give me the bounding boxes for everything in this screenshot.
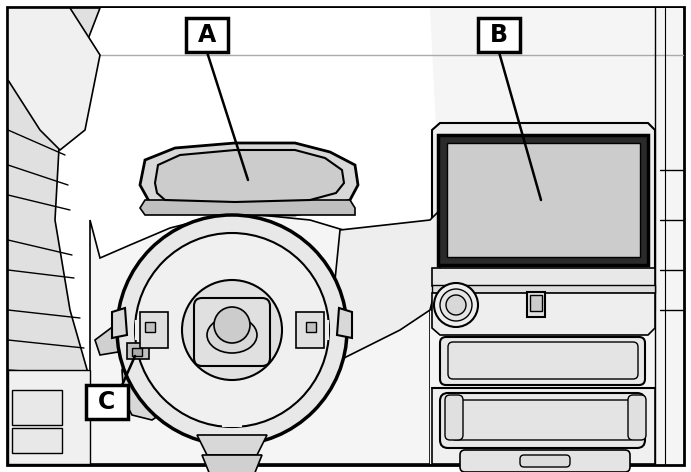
Polygon shape	[282, 320, 329, 340]
Polygon shape	[202, 455, 262, 472]
Bar	[432, 285, 655, 293]
Polygon shape	[432, 388, 655, 464]
FancyBboxPatch shape	[194, 298, 270, 366]
FancyBboxPatch shape	[448, 342, 638, 379]
Polygon shape	[122, 340, 172, 420]
Bar	[12, 390, 62, 425]
Polygon shape	[430, 8, 683, 464]
FancyBboxPatch shape	[628, 395, 646, 440]
Polygon shape	[155, 150, 344, 202]
Polygon shape	[90, 215, 430, 464]
FancyBboxPatch shape	[440, 393, 645, 448]
Polygon shape	[140, 143, 358, 215]
Polygon shape	[330, 210, 440, 360]
Circle shape	[446, 295, 466, 315]
FancyBboxPatch shape	[460, 450, 630, 472]
Bar	[132, 348, 142, 356]
Ellipse shape	[207, 317, 257, 353]
Polygon shape	[8, 8, 100, 150]
Bar	[8, 370, 90, 464]
Text: C: C	[98, 390, 115, 414]
Bar	[530, 295, 542, 311]
Circle shape	[182, 280, 282, 380]
Text: B: B	[490, 23, 508, 47]
Bar	[140, 312, 168, 348]
Polygon shape	[8, 8, 100, 464]
Bar	[306, 322, 316, 332]
Bar	[145, 322, 155, 332]
Bar	[296, 312, 324, 348]
Bar	[12, 428, 62, 453]
Bar	[127, 343, 149, 359]
Circle shape	[440, 289, 472, 321]
Bar	[478, 18, 520, 52]
Text: A: A	[198, 23, 216, 47]
Polygon shape	[222, 380, 242, 427]
Bar	[186, 18, 228, 52]
Bar	[86, 385, 128, 419]
Polygon shape	[432, 123, 655, 310]
Circle shape	[214, 307, 250, 343]
FancyBboxPatch shape	[445, 395, 463, 440]
Polygon shape	[112, 308, 127, 338]
Polygon shape	[95, 325, 135, 355]
FancyBboxPatch shape	[450, 400, 635, 440]
Bar	[438, 135, 648, 265]
FancyBboxPatch shape	[520, 455, 570, 467]
Polygon shape	[140, 200, 355, 215]
Polygon shape	[432, 293, 655, 335]
Bar	[527, 292, 545, 317]
FancyBboxPatch shape	[440, 337, 645, 385]
Bar	[432, 268, 655, 286]
Circle shape	[117, 215, 347, 445]
Bar	[447, 143, 640, 257]
Polygon shape	[197, 435, 267, 455]
Polygon shape	[337, 308, 352, 338]
Circle shape	[434, 283, 478, 327]
Polygon shape	[135, 320, 182, 340]
Circle shape	[135, 233, 329, 427]
